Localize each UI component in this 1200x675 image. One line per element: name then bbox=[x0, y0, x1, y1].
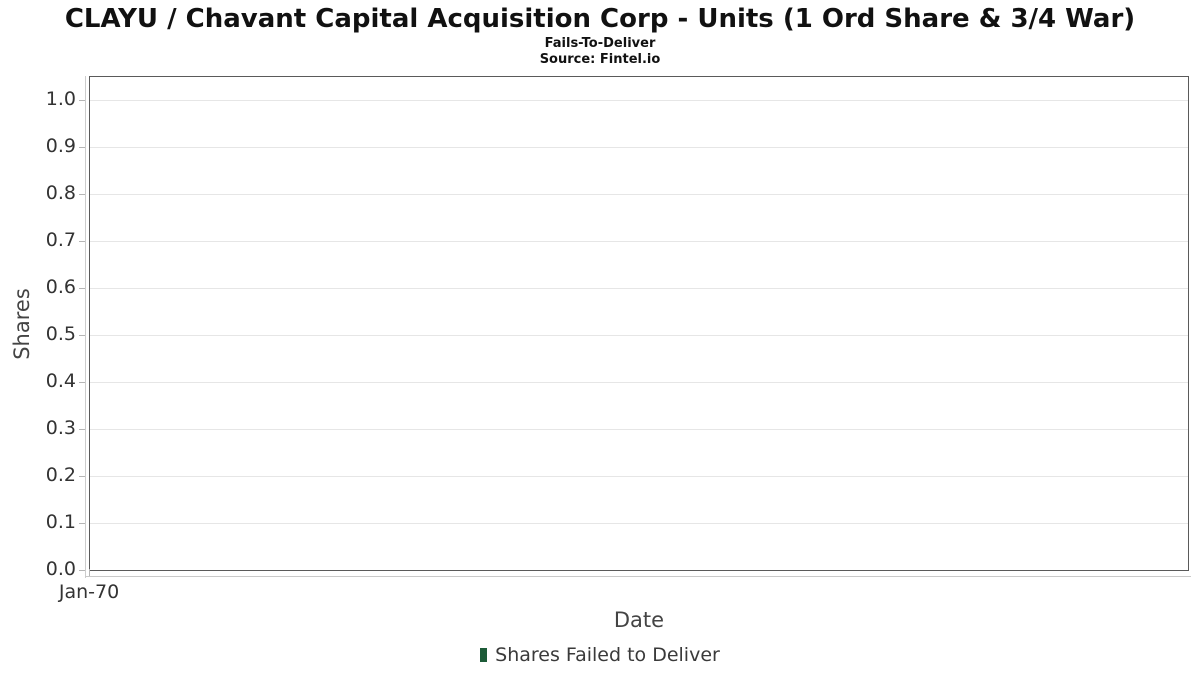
y-axis-tick bbox=[79, 429, 85, 430]
gridline bbox=[90, 335, 1188, 336]
y-tick-label: 0.3 bbox=[45, 417, 76, 439]
y-axis-tick bbox=[79, 335, 85, 336]
y-axis-tick bbox=[79, 288, 85, 289]
y-axis-tick bbox=[79, 194, 85, 195]
chart-subtitle: Fails-To-Deliver bbox=[544, 36, 656, 51]
chart-title: CLAYU / Chavant Capital Acquisition Corp… bbox=[64, 4, 1136, 34]
gridline bbox=[90, 382, 1188, 383]
legend-item[interactable]: Shares Failed to Deliver bbox=[480, 644, 720, 666]
y-axis-tick bbox=[79, 100, 85, 101]
gridline bbox=[90, 194, 1188, 195]
gridline bbox=[90, 523, 1188, 524]
y-tick-label: 1.0 bbox=[45, 88, 76, 110]
gridline bbox=[90, 147, 1188, 148]
y-tick-label: 0.6 bbox=[45, 276, 76, 298]
gridline bbox=[90, 100, 1188, 101]
y-tick-label: 0.7 bbox=[45, 229, 76, 251]
y-axis-tick bbox=[79, 476, 85, 477]
y-tick-label: 0.2 bbox=[45, 464, 76, 486]
legend: Shares Failed to Deliver bbox=[0, 644, 1200, 666]
gridline bbox=[90, 288, 1188, 289]
y-axis-tick bbox=[79, 523, 85, 524]
y-tick-label: 0.4 bbox=[45, 370, 76, 392]
y-axis-tick bbox=[79, 241, 85, 242]
legend-label: Shares Failed to Deliver bbox=[495, 644, 720, 666]
y-tick-label: 0.1 bbox=[45, 511, 76, 533]
x-axis-tick bbox=[89, 569, 90, 576]
y-tick-label: 0.0 bbox=[45, 558, 76, 580]
gridline bbox=[90, 429, 1188, 430]
chart-source: Source: Fintel.io bbox=[539, 52, 661, 67]
y-axis-tick bbox=[79, 147, 85, 148]
gridline bbox=[90, 241, 1188, 242]
y-axis-tick bbox=[79, 570, 85, 571]
legend-marker-icon bbox=[480, 648, 488, 662]
x-axis-line bbox=[85, 576, 1191, 577]
gridline bbox=[90, 476, 1188, 477]
x-tick-label: Jan-70 bbox=[58, 581, 120, 603]
x-axis-title: Date bbox=[613, 608, 665, 632]
y-tick-label: 0.8 bbox=[45, 182, 76, 204]
y-axis-line bbox=[85, 76, 86, 578]
y-tick-label: 0.9 bbox=[45, 135, 76, 157]
y-tick-label: 0.5 bbox=[45, 323, 76, 345]
plot-area bbox=[79, 76, 1191, 578]
y-axis-tick bbox=[79, 382, 85, 383]
